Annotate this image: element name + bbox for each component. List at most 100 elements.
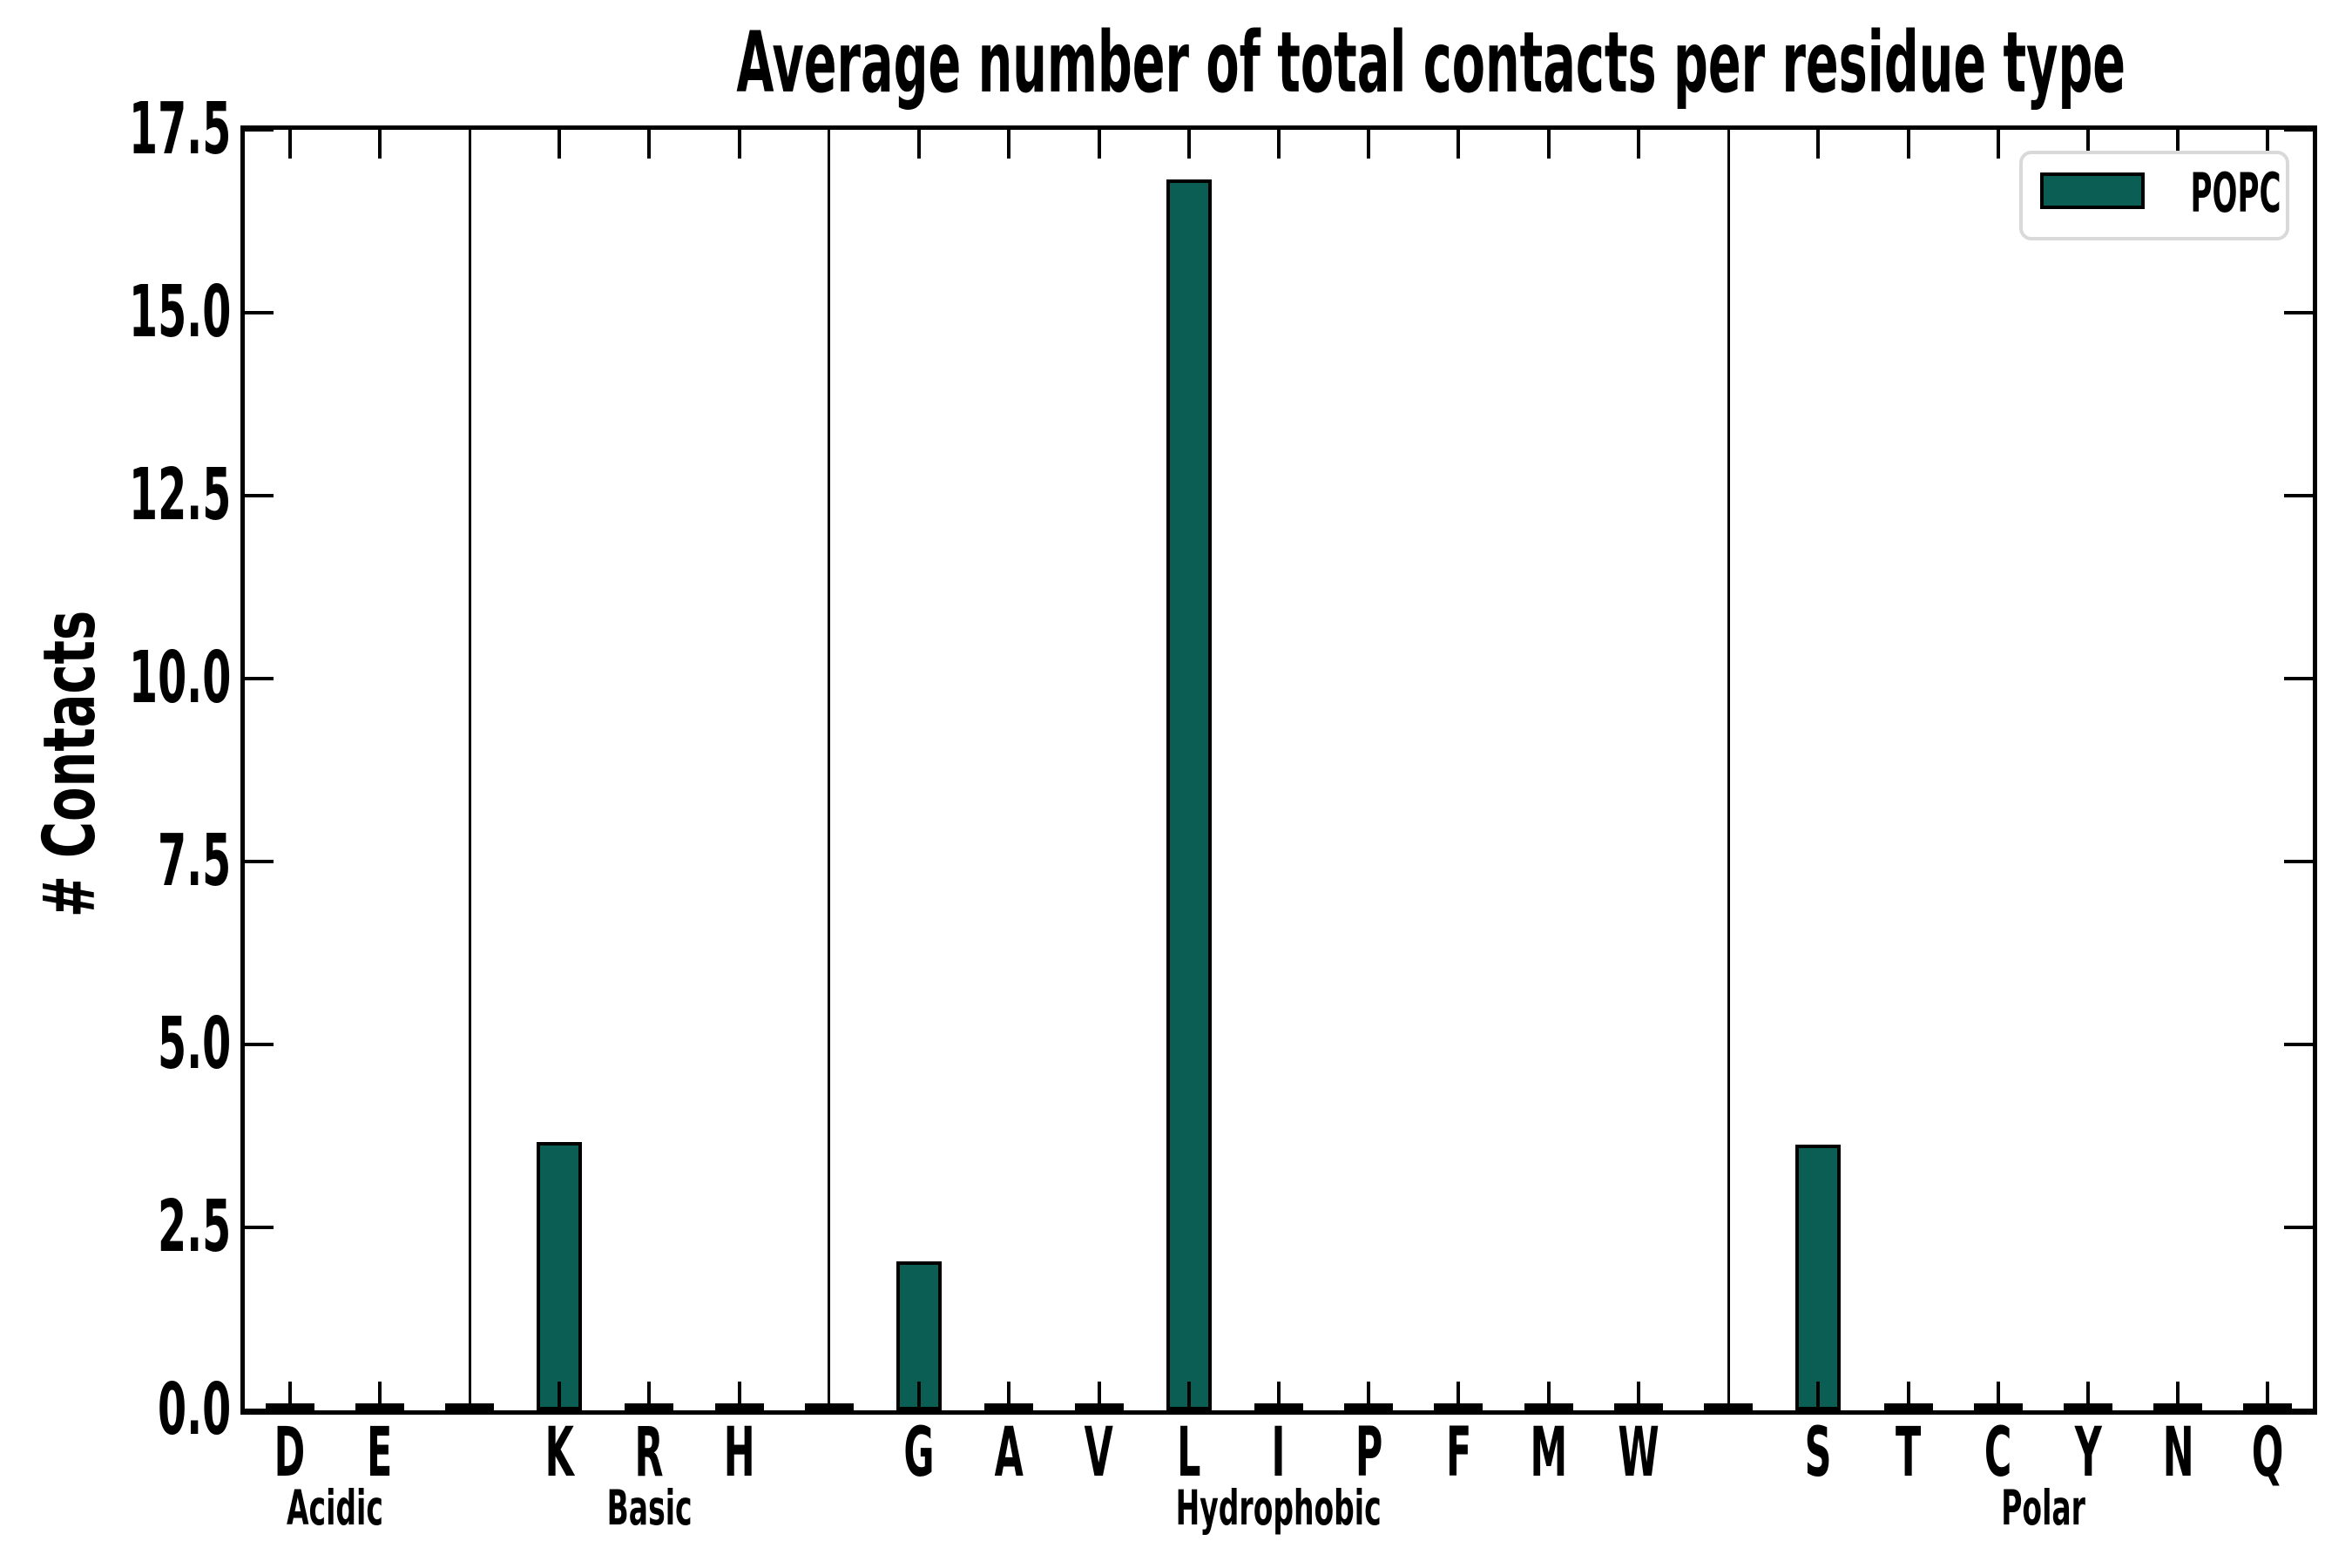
x-tick-label-A: A	[939, 1418, 1078, 1488]
x-tick-label-H-text: H	[723, 1414, 755, 1492]
y-tick-label-text: 15.0	[128, 271, 231, 354]
x-tick-bottom	[1996, 1382, 2000, 1410]
x-tick-label-F-text: F	[1445, 1414, 1472, 1492]
y-tick-label: 2.5	[0, 1192, 231, 1263]
x-tick-label-F: F	[1389, 1418, 1528, 1488]
y-tick-label-text: 12.5	[128, 454, 231, 537]
group-label-Acidic: Acidic	[117, 1484, 552, 1532]
chart-title-text: Average number of total contacts per res…	[736, 14, 2126, 112]
x-tick-label-Q: Q	[2198, 1418, 2337, 1488]
x-tick-top	[647, 130, 652, 159]
x-tick-label-N-text: N	[2162, 1414, 2194, 1492]
x-tick-label-V-text: V	[1084, 1414, 1114, 1492]
x-tick-bottom	[1007, 1382, 1011, 1410]
x-tick-label-G: G	[849, 1418, 989, 1488]
x-tick-top	[1816, 130, 1821, 159]
x-tick-bottom	[1546, 1382, 1551, 1410]
x-tick-label-I-text: I	[1272, 1414, 1286, 1492]
group-divider	[1727, 130, 1730, 1410]
bar-S	[1795, 1145, 1842, 1410]
x-tick-top	[1097, 130, 1101, 159]
group-label-Polar: Polar	[1825, 1484, 2261, 1532]
group-label-Polar-text: Polar	[2000, 1480, 2085, 1536]
x-tick-label-P: P	[1299, 1418, 1438, 1488]
x-tick-top	[1367, 130, 1371, 159]
x-tick-bottom	[1456, 1382, 1461, 1410]
x-tick-bottom	[287, 1382, 292, 1410]
x-tick-top	[1456, 130, 1461, 159]
x-tick-bottom	[647, 1382, 652, 1410]
y-tick-label-text: 0.0	[157, 1369, 231, 1451]
y-tick-right	[2284, 1409, 2313, 1412]
group-divider	[468, 130, 471, 1410]
x-tick-top	[377, 130, 382, 159]
zero-bar-stub-separator	[804, 1403, 854, 1410]
x-tick-label-T: T	[1839, 1418, 1978, 1488]
group-label-Basic-text: Basic	[606, 1480, 693, 1536]
x-tick-bottom	[2176, 1382, 2180, 1410]
x-tick-label-T-text: T	[1895, 1414, 1922, 1492]
y-tick-right	[2284, 494, 2313, 497]
x-tick-top	[737, 130, 741, 159]
y-tick-label: 12.5	[0, 460, 231, 531]
bar-K	[537, 1141, 583, 1410]
x-tick-label-K: K	[490, 1418, 629, 1488]
y-tick-right	[2284, 1226, 2313, 1229]
y-tick-left	[245, 1409, 274, 1412]
x-tick-label-G-text: G	[903, 1414, 935, 1492]
x-tick-label-W: W	[1569, 1418, 1708, 1488]
x-tick-top	[287, 130, 292, 159]
group-label-Acidic-text: Acidic	[286, 1480, 383, 1536]
x-tick-bottom	[377, 1382, 382, 1410]
x-tick-bottom	[1906, 1382, 1910, 1410]
x-tick-label-A-text: A	[994, 1414, 1024, 1492]
x-tick-label-C: C	[1929, 1418, 2068, 1488]
x-tick-label-W-text: W	[1618, 1414, 1659, 1492]
x-tick-label-Q-text: Q	[2252, 1414, 2284, 1492]
x-tick-label-H: H	[670, 1418, 809, 1488]
x-tick-label-N: N	[2108, 1418, 2247, 1488]
x-tick-bottom	[1186, 1382, 1191, 1410]
zero-bar-stub-separator	[1704, 1403, 1754, 1410]
x-tick-top	[2085, 130, 2090, 159]
legend: POPC	[2019, 151, 2289, 240]
x-tick-top	[1546, 130, 1551, 159]
y-tick-left	[245, 1043, 274, 1046]
x-tick-bottom	[2085, 1382, 2090, 1410]
group-divider	[828, 130, 831, 1410]
x-tick-label-L-text: L	[1177, 1414, 1201, 1492]
x-tick-top	[2176, 130, 2180, 159]
x-tick-top	[558, 130, 562, 159]
y-tick-right	[2284, 860, 2313, 863]
x-tick-label-Y-text: Y	[2074, 1414, 2102, 1492]
y-tick-label: 17.5	[0, 94, 231, 166]
x-tick-top	[1636, 130, 1640, 159]
plot-frame	[240, 125, 2317, 1415]
y-tick-left	[245, 311, 274, 314]
x-tick-label-L: L	[1119, 1418, 1259, 1488]
x-tick-bottom	[1097, 1382, 1101, 1410]
y-tick-label-text: 17.5	[128, 88, 231, 171]
x-tick-label-K-text: K	[544, 1414, 574, 1492]
y-tick-label: 7.5	[0, 826, 231, 897]
x-tick-bottom	[558, 1382, 562, 1410]
x-tick-label-R-text: R	[634, 1414, 664, 1492]
x-tick-top	[917, 130, 922, 159]
x-tick-bottom	[917, 1382, 922, 1410]
legend-label: POPC	[2153, 166, 2284, 220]
x-tick-label-V: V	[1030, 1418, 1169, 1488]
y-tick-label-text: 2.5	[157, 1186, 231, 1268]
y-tick-right	[2284, 677, 2313, 680]
x-tick-label-M-text: M	[1530, 1414, 1567, 1492]
x-tick-label-P-text: P	[1355, 1414, 1382, 1492]
group-label-Hydrophobic-text: Hydrophobic	[1176, 1480, 1382, 1536]
y-tick-left	[245, 494, 274, 497]
x-tick-label-I: I	[1209, 1418, 1348, 1488]
x-tick-bottom	[737, 1382, 741, 1410]
x-tick-label-M: M	[1479, 1418, 1619, 1488]
y-tick-label: 0.0	[0, 1375, 231, 1446]
y-tick-left	[245, 860, 274, 863]
group-label-Basic: Basic	[431, 1484, 867, 1532]
